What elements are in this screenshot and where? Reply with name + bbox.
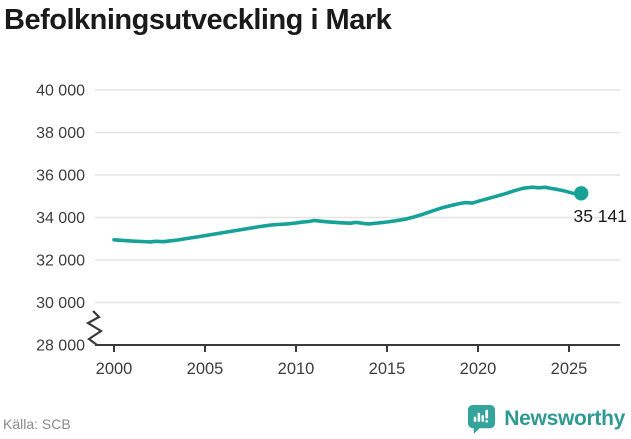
- newsworthy-logo[interactable]: Newsworthy: [466, 404, 625, 434]
- end-value-label: 35 141: [573, 206, 627, 226]
- y-tick-label: 34 000: [36, 210, 85, 227]
- y-tick-label: 38 000: [36, 125, 85, 142]
- newsworthy-logo-icon: [466, 404, 497, 434]
- y-tick-label: 28 000: [36, 338, 85, 355]
- x-tick-label: 2020: [460, 360, 497, 378]
- source-label: Källa: SCB: [3, 416, 71, 432]
- newsworthy-wordmark: Newsworthy: [504, 407, 625, 430]
- axis-break-icon: [85, 310, 104, 346]
- y-tick-label: 36 000: [36, 168, 85, 185]
- x-tick-label: 2000: [96, 360, 133, 378]
- chart-title: Befolkningsutveckling i Mark: [4, 4, 392, 36]
- x-tick-label: 2025: [551, 360, 588, 378]
- y-tick-label: 30 000: [36, 295, 85, 312]
- population-line: [112, 185, 584, 244]
- y-tick-label: 32 000: [36, 253, 85, 270]
- y-tick-label: 40 000: [36, 83, 85, 100]
- end-dot: [574, 186, 589, 201]
- x-tick-label: 2005: [187, 360, 224, 378]
- x-tick-label: 2015: [369, 360, 406, 378]
- x-tick-label: 2010: [278, 360, 315, 378]
